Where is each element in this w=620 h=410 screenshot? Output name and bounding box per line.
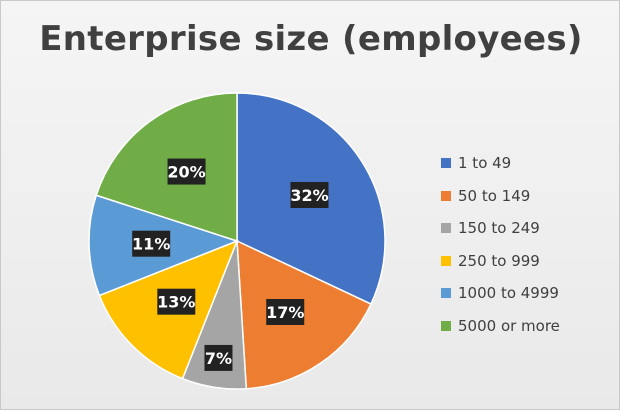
data-label-box: [204, 344, 233, 371]
data-label-box: [167, 158, 206, 185]
legend-label: 50 to 149: [458, 186, 531, 205]
data-label-text: 13%: [157, 293, 195, 312]
data-label-1-to-49: 32%: [290, 182, 329, 209]
data-label-box: [290, 182, 329, 209]
data-label-text: 7%: [205, 349, 232, 368]
legend-item-5000-or-more: 5000 or more: [441, 310, 560, 343]
data-label-text: 11%: [132, 235, 170, 254]
legend-item-50-to-149: 50 to 149: [441, 180, 560, 213]
legend: 1 to 49 50 to 149 150 to 249 250 to 999 1000…: [441, 147, 560, 342]
data-label-box: [266, 298, 305, 325]
legend-swatch: [441, 190, 451, 201]
legend-swatch: [441, 158, 451, 169]
legend-label: 5000 or more: [458, 316, 560, 335]
legend-swatch: [441, 320, 451, 331]
legend-item-1-to-49: 1 to 49: [441, 147, 560, 180]
legend-swatch: [441, 223, 451, 234]
legend-swatch: [441, 288, 451, 299]
data-label-text: 20%: [167, 163, 205, 182]
legend-label: 250 to 999: [458, 251, 540, 270]
legend-item-250-to-999: 250 to 999: [441, 245, 560, 278]
legend-swatch: [441, 255, 451, 266]
legend-label: 150 to 249: [458, 219, 540, 238]
data-label-150-to-249: 7%: [204, 344, 233, 371]
data-label-1000-to-4999: 11%: [132, 230, 171, 257]
chart-title: Enterprise size (employees): [39, 19, 583, 59]
data-label-5000-or-more: 20%: [167, 158, 206, 185]
legend-item-150-to-249: 150 to 249: [441, 212, 560, 245]
pie-slice-5000-or-more: [95, 92, 238, 243]
data-label-text: 32%: [290, 186, 328, 205]
data-label-box: [157, 288, 196, 315]
data-label-50-to-149: 17%: [266, 298, 305, 325]
data-label-text: 17%: [266, 303, 304, 322]
legend-label: 1 to 49: [458, 154, 512, 173]
legend-label: 1000 to 4999: [458, 284, 559, 303]
data-label-250-to-999: 13%: [157, 288, 196, 315]
legend-item-1000-to-4999: 1000 to 4999: [441, 277, 560, 310]
data-label-box: [132, 230, 171, 257]
